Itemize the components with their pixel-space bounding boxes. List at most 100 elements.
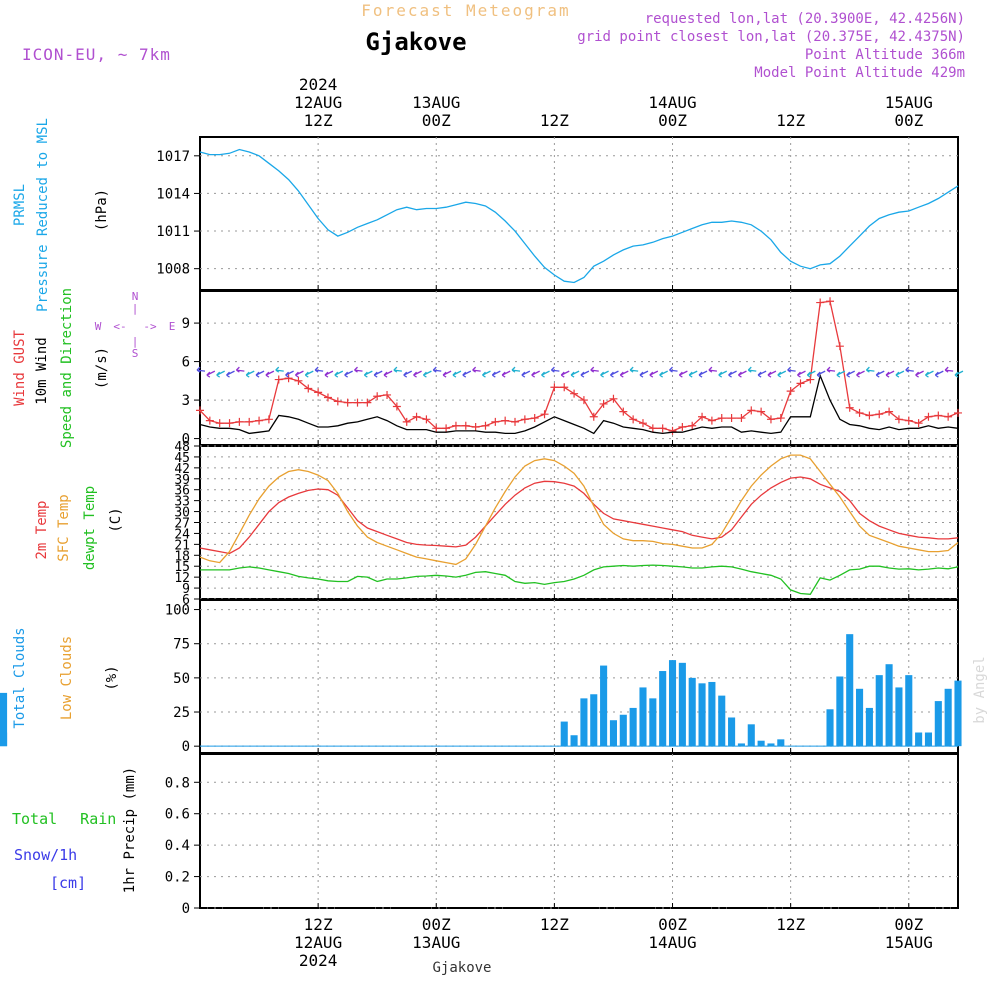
- gust-point: [323, 393, 332, 402]
- wind-direction-arrow: [954, 370, 964, 378]
- cloud-bar: [619, 714, 627, 747]
- cloud-bar: [954, 680, 962, 747]
- wind-direction-arrow: [216, 370, 225, 378]
- wind-direction-arrow: [698, 370, 708, 378]
- cloud-bar: [856, 688, 864, 747]
- 2m-temp-line: [199, 476, 959, 555]
- wind-direction-arrow: [196, 366, 206, 373]
- wind-direction-arrow: [324, 370, 334, 378]
- wind-direction-arrow: [285, 370, 294, 378]
- wind-direction-arrow: [304, 370, 314, 378]
- gust-point: [599, 399, 608, 408]
- wind-direction-arrow: [688, 370, 698, 378]
- temp-ytick-label: 18: [174, 549, 190, 564]
- cloud-bar: [609, 720, 617, 747]
- wind-direction-arrow: [639, 370, 649, 378]
- wind-direction-arrow: [728, 370, 737, 378]
- gust-point: [737, 414, 746, 423]
- gust-point: [747, 406, 756, 415]
- gust-point: [373, 392, 382, 401]
- precip-frame: [199, 753, 959, 909]
- pressure-label-prmsl: PRMSL: [12, 184, 28, 226]
- wind-direction-arrow: [649, 370, 659, 378]
- wind-unit: (m/s): [94, 347, 110, 389]
- bottom-time-label: 2024: [299, 951, 338, 970]
- clouds-panel: 0 25 50 75 100: [0, 599, 962, 755]
- wind-direction-arrow: [442, 370, 452, 378]
- wind-direction-arrow: [856, 370, 865, 378]
- cloud-bar: [668, 660, 677, 747]
- top-time-label: 00Z: [658, 111, 687, 130]
- gust-point: [491, 417, 500, 426]
- pressure-ytick-label: 1011: [156, 224, 190, 240]
- wind-direction-arrow: [521, 370, 531, 378]
- pressure-unit: (hPa): [94, 189, 110, 231]
- gust-point: [294, 376, 303, 385]
- wind-direction-arrow: [885, 370, 895, 378]
- temp-label-sfc: SFC Temp: [56, 494, 72, 561]
- wind-direction-arrow: [925, 370, 934, 378]
- gust-point: [353, 398, 362, 407]
- gust-point: [757, 407, 766, 416]
- temp-ytick-label: 12: [174, 571, 190, 586]
- wind-direction-arrow: [826, 366, 836, 373]
- wind-direction-arrow: [363, 370, 373, 378]
- wind-direction-arrow: [432, 366, 442, 373]
- cloud-bar: [0, 732, 8, 747]
- gust-point: [501, 416, 510, 425]
- wind-direction-arrow: [206, 370, 216, 378]
- wind-direction-arrow: [265, 370, 275, 378]
- gust-point: [707, 416, 716, 425]
- pressure-label-desc: Pressure Reduced to MSL: [35, 118, 51, 312]
- compass-n: N: [132, 290, 139, 303]
- wind-direction-arrow: [777, 370, 787, 378]
- gust-point: [540, 410, 549, 419]
- temp-ytick-label: 42: [174, 462, 190, 477]
- product-title: Forecast Meteogram: [361, 1, 570, 20]
- gust-point: [875, 410, 884, 419]
- gust-point: [511, 417, 520, 426]
- precip-ytick-label: 0.6: [165, 807, 190, 823]
- compass-legend: N | W <- -> E | S: [95, 290, 176, 360]
- temp-ytick-label: 39: [174, 473, 190, 488]
- wind-direction-arrow: [619, 370, 629, 378]
- gust-point: [304, 384, 313, 393]
- cloud-bar: [757, 740, 765, 747]
- wind-label-gust: Wind GUST: [12, 330, 28, 406]
- wind-direction-arrow: [915, 370, 924, 378]
- wind-direction-arrow: [787, 366, 796, 373]
- cloud-bar: [659, 671, 667, 747]
- temp-ytick-label: 6: [182, 593, 190, 608]
- cloud-bar: [560, 721, 568, 747]
- wind-direction-arrow: [383, 370, 393, 378]
- gust-point: [944, 412, 953, 421]
- wind-direction-arrow: [226, 370, 235, 378]
- cloud-bar: [895, 687, 903, 747]
- gust-point: [766, 415, 775, 424]
- wind-direction-arrow: [354, 366, 363, 373]
- gust-point: [688, 421, 697, 430]
- cloud-bar: [885, 664, 893, 747]
- gust-point: [648, 424, 657, 433]
- wind-direction-arrow: [393, 366, 402, 373]
- cloud-bar: [826, 709, 834, 747]
- wind-direction-arrow: [747, 366, 757, 373]
- panel-labels: PRMSL Pressure Reduced to MSL (hPa) Wind…: [12, 118, 138, 893]
- bottom-time-label: 00Z: [894, 915, 923, 934]
- gust-point: [343, 398, 352, 407]
- gust-point: [826, 297, 835, 306]
- wind-direction-arrow: [580, 370, 590, 378]
- clouds-ytick-label: 50: [173, 671, 190, 687]
- wind-direction-arrow: [531, 370, 540, 378]
- pressure-panel: 1008 1011 1014 1017: [156, 136, 959, 291]
- compass-e-arrow: ->: [143, 320, 157, 333]
- cloud-bar: [629, 707, 637, 747]
- clouds-frame: [199, 599, 959, 754]
- gust-point: [520, 415, 529, 424]
- precip-ytick-label: 0.2: [165, 870, 190, 886]
- top-time-label: 14AUG: [648, 93, 696, 112]
- wind-direction-arrow: [609, 370, 619, 378]
- temp-ytick-label: 9: [182, 582, 190, 597]
- temp-label-2m: 2m Temp: [34, 500, 50, 559]
- wind-direction-arrow: [294, 370, 304, 378]
